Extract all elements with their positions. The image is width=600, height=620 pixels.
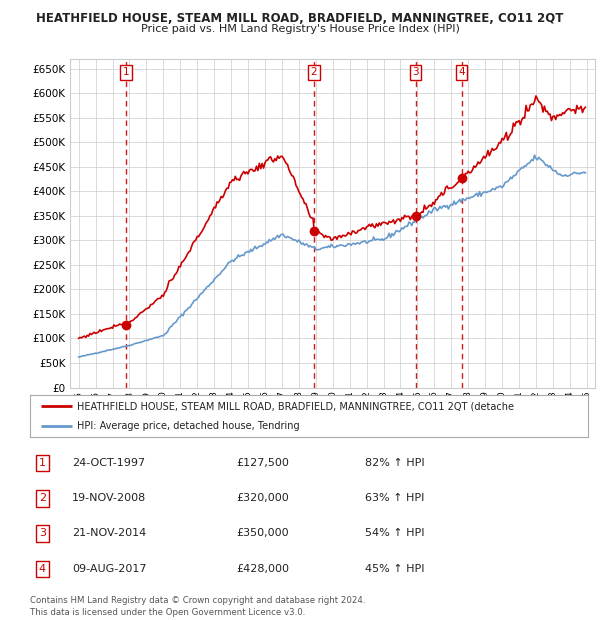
Text: Price paid vs. HM Land Registry's House Price Index (HPI): Price paid vs. HM Land Registry's House … [140,24,460,33]
Text: 09-AUG-2017: 09-AUG-2017 [72,564,146,574]
Text: 3: 3 [412,67,419,77]
Text: 24-OCT-1997: 24-OCT-1997 [72,458,145,467]
Text: £428,000: £428,000 [236,564,289,574]
Text: This data is licensed under the Open Government Licence v3.0.: This data is licensed under the Open Gov… [30,608,305,617]
Text: HEATHFIELD HOUSE, STEAM MILL ROAD, BRADFIELD, MANNINGTREE, CO11 2QT (detache: HEATHFIELD HOUSE, STEAM MILL ROAD, BRADF… [77,401,514,411]
Text: 2: 2 [39,494,46,503]
Text: 1: 1 [39,458,46,467]
Text: HPI: Average price, detached house, Tendring: HPI: Average price, detached house, Tend… [77,421,300,431]
Text: 21-NOV-2014: 21-NOV-2014 [72,528,146,538]
Text: 2: 2 [310,67,317,77]
Text: £350,000: £350,000 [236,528,289,538]
Text: 1: 1 [123,67,130,77]
Text: Contains HM Land Registry data © Crown copyright and database right 2024.: Contains HM Land Registry data © Crown c… [30,596,365,606]
Text: 45% ↑ HPI: 45% ↑ HPI [365,564,424,574]
Text: 19-NOV-2008: 19-NOV-2008 [72,494,146,503]
Text: 63% ↑ HPI: 63% ↑ HPI [365,494,424,503]
Text: 4: 4 [458,67,465,77]
Text: 82% ↑ HPI: 82% ↑ HPI [365,458,424,467]
Text: £127,500: £127,500 [236,458,289,467]
Text: 54% ↑ HPI: 54% ↑ HPI [365,528,424,538]
Text: £320,000: £320,000 [236,494,289,503]
Text: 3: 3 [39,528,46,538]
Text: 4: 4 [39,564,46,574]
Text: HEATHFIELD HOUSE, STEAM MILL ROAD, BRADFIELD, MANNINGTREE, CO11 2QT: HEATHFIELD HOUSE, STEAM MILL ROAD, BRADF… [37,12,563,25]
